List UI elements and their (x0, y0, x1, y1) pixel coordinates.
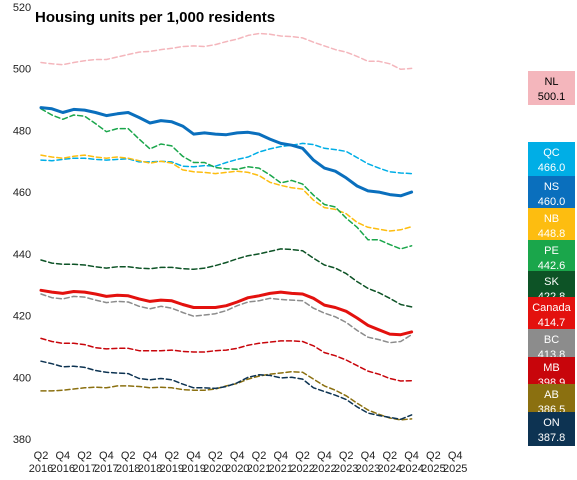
legend-series-value: 442.6 (538, 260, 566, 272)
x-tick-year: 2018 (138, 463, 162, 475)
x-tick-year: 2025 (421, 463, 445, 475)
x-tick-year: 2017 (94, 463, 118, 475)
x-tick-quarter: Q4 (55, 450, 70, 462)
legend-badge-bg (528, 297, 575, 331)
series-lines (39, 32, 414, 421)
x-tick-quarter: Q2 (382, 450, 397, 462)
x-tick-quarter: Q4 (273, 450, 288, 462)
x-tick-year: 2025 (443, 463, 467, 475)
legend-badge-bg (528, 208, 575, 242)
x-tick-year: 2022 (290, 463, 314, 475)
legend-series-name: Canada (532, 302, 571, 314)
x-tick-quarter: Q2 (295, 450, 310, 462)
legend-badges: NL500.1QC466.0NS460.0NB448.8PE442.6SK422… (528, 71, 575, 446)
series-line-pe (40, 108, 413, 250)
legend-badge-canada: Canada 414.7 (528, 297, 575, 331)
x-tick-year: 2019 (160, 463, 184, 475)
y-tick-label: 480 (13, 125, 31, 137)
x-tick-year: 2016 (51, 463, 75, 475)
legend-series-value: 387.8 (538, 432, 566, 444)
x-tick-quarter: Q4 (143, 450, 158, 462)
series-line-ab (40, 370, 413, 421)
x-tick-year: 2017 (72, 463, 96, 475)
x-tick-quarter: Q2 (34, 450, 49, 462)
y-tick-label: 460 (13, 187, 31, 199)
series-line-qc (40, 142, 413, 175)
x-tick-quarter: Q4 (186, 450, 201, 462)
x-tick-year: 2023 (356, 463, 380, 475)
x-tick-year: 2021 (269, 463, 293, 475)
series-line-on (40, 360, 413, 421)
x-tick-year: 2020 (225, 463, 249, 475)
x-axis: Q22016Q42016Q22017Q42017Q22018Q42018Q220… (29, 450, 468, 475)
legend-series-value: 466.0 (538, 162, 566, 174)
legend-series-value: 500.1 (538, 91, 566, 103)
legend-series-value: 460.0 (538, 196, 566, 208)
legend-badge-bg (528, 412, 575, 446)
series-line-mb (40, 337, 413, 382)
series-line-bc (40, 293, 413, 344)
x-tick-year: 2023 (334, 463, 358, 475)
series-line-sk (40, 248, 413, 308)
x-tick-quarter: Q2 (77, 450, 92, 462)
legend-badge-bg (528, 176, 575, 210)
x-tick-quarter: Q2 (426, 450, 441, 462)
x-tick-year: 2016 (29, 463, 53, 475)
legend-series-name: NL (544, 76, 558, 88)
series-line-nb (40, 154, 413, 232)
x-tick-quarter: Q2 (252, 450, 267, 462)
legend-series-value: 448.8 (538, 228, 566, 240)
chart-title: Housing units per 1,000 residents (35, 9, 275, 26)
legend-series-name: PE (544, 245, 559, 257)
y-tick-label: 420 (13, 311, 31, 323)
legend-series-name: QC (543, 147, 560, 159)
y-tick-label: 500 (13, 64, 31, 76)
x-tick-year: 2022 (312, 463, 336, 475)
series-line-nl (40, 32, 413, 71)
legend-series-name: ON (543, 417, 560, 429)
x-tick-quarter: Q4 (230, 450, 245, 462)
x-tick-year: 2019 (181, 463, 205, 475)
x-tick-year: 2020 (203, 463, 227, 475)
legend-series-name: MB (543, 362, 560, 374)
legend-series-name: SK (544, 276, 559, 288)
legend-series-value: 414.7 (538, 317, 566, 329)
y-axis: 380 400 420 440 460 480 500 520 (13, 2, 31, 446)
y-tick-label: 400 (13, 372, 31, 384)
x-tick-year: 2024 (399, 463, 423, 475)
x-tick-year: 2018 (116, 463, 140, 475)
x-tick-quarter: Q2 (339, 450, 354, 462)
x-tick-quarter: Q2 (121, 450, 136, 462)
legend-series-name: BC (544, 334, 559, 346)
x-tick-quarter: Q2 (164, 450, 179, 462)
legend-badge-on: ON 387.8 (528, 412, 575, 446)
legend-badge-ns: NS 460.0 (528, 176, 575, 210)
x-tick-quarter: Q4 (448, 450, 463, 462)
series-line-ns (39, 106, 414, 198)
x-tick-year: 2024 (378, 463, 402, 475)
x-tick-quarter: Q4 (361, 450, 376, 462)
legend-series-name: NS (544, 181, 559, 193)
x-tick-quarter: Q4 (317, 450, 332, 462)
x-tick-quarter: Q2 (208, 450, 223, 462)
x-tick-quarter: Q4 (404, 450, 419, 462)
legend-badge-bg (528, 240, 575, 274)
y-tick-label: 520 (13, 2, 31, 14)
legend-badge-nl: NL 500.1 (528, 71, 575, 105)
legend-badge-qc: QC 466.0 (528, 142, 575, 176)
x-tick-quarter: Q4 (99, 450, 114, 462)
legend-badge-bg (528, 71, 575, 105)
y-tick-label: 440 (13, 249, 31, 261)
legend-series-name: AB (544, 389, 559, 401)
series-line-canada (39, 288, 414, 337)
x-tick-year: 2021 (247, 463, 271, 475)
legend-badge-nb: NB 448.8 (528, 208, 575, 242)
y-tick-label: 380 (13, 434, 31, 446)
legend-series-name: NB (544, 213, 559, 225)
legend-badge-pe: PE 442.6 (528, 240, 575, 274)
legend-badge-bg (528, 142, 575, 176)
